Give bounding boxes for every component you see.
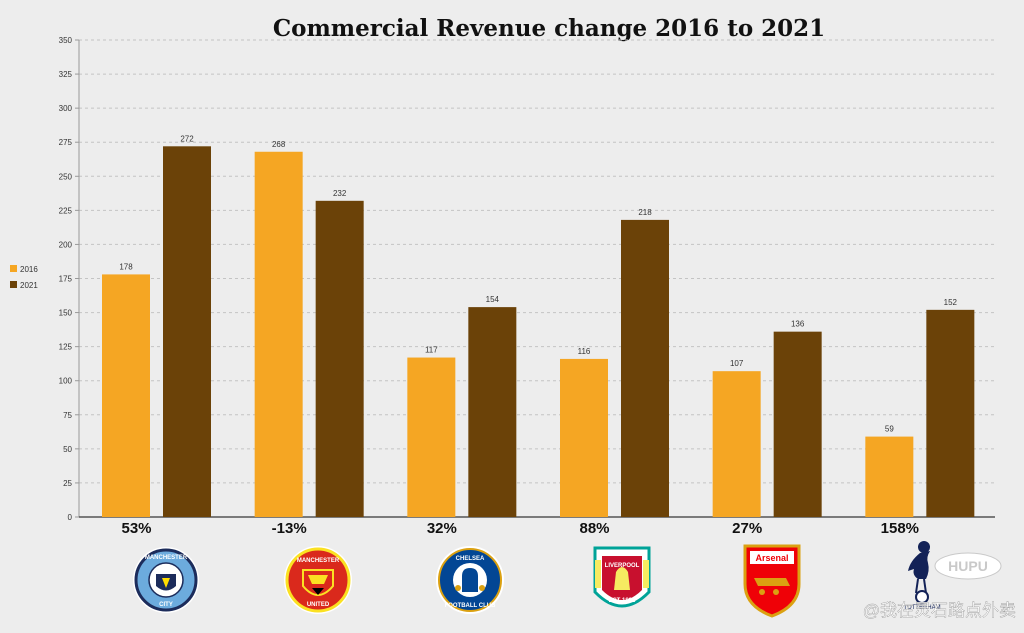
y-tick-label: 250	[59, 172, 73, 181]
y-tick-label: 150	[59, 309, 73, 318]
watermark-text: @我在灵石路点外卖	[863, 601, 1016, 620]
logo-bottom-text: TOTTENHAM	[903, 605, 940, 611]
logo-top-text: MANCHESTER	[297, 558, 340, 564]
grid-lines	[79, 39, 995, 484]
bar-2016	[865, 436, 914, 517]
chart-title: Commercial Revenue change 2016 to 2021	[273, 15, 825, 42]
tottenham-crest-icon: TOTTENHAM	[903, 541, 941, 611]
arsenal-crest-icon: Arsenal	[743, 544, 801, 618]
y-tick-label: 200	[59, 240, 73, 249]
logo-top-text: LIVERPOOL	[605, 563, 640, 569]
y-tick-label: 25	[63, 479, 72, 488]
manchester-city-crest-icon: MANCHESTER CITY	[133, 547, 199, 613]
logo-bottom-text: EST 1892	[609, 598, 636, 604]
y-tick-label: 275	[59, 138, 73, 147]
legend-swatch-2016	[10, 265, 17, 272]
y-tick-label: 50	[63, 445, 72, 454]
bar-2021	[621, 219, 669, 517]
bar-2016	[102, 274, 150, 517]
liverpool-crest-icon: LIVERPOOL EST 1892	[593, 546, 651, 608]
bar-2016	[407, 357, 456, 517]
bar-2021	[773, 331, 822, 517]
legend-label-2021: 2021	[20, 281, 38, 290]
y-tick-label: 300	[59, 104, 73, 113]
value-label: 117	[425, 346, 438, 355]
bar-2016	[254, 151, 303, 518]
y-tick-label: 125	[59, 343, 73, 352]
y-tick-label: 175	[59, 275, 73, 284]
y-tick-label: 350	[59, 36, 73, 45]
value-label: 107	[730, 359, 744, 368]
legend-swatch-2021	[10, 281, 17, 288]
y-tick-label: 100	[59, 377, 73, 386]
percent-change-label: 158%	[881, 520, 919, 537]
y-tick-label: 225	[59, 206, 73, 215]
hupu-badge-icon: HUPU	[934, 552, 1002, 580]
y-tick-label: 325	[59, 70, 73, 79]
logo-bottom-text: CITY	[159, 602, 173, 608]
value-label: 178	[119, 262, 133, 271]
percent-change-labels: 53% -13% 32% 88% 27% 158%	[121, 520, 919, 537]
logo-bottom-text: UNITED	[307, 602, 330, 608]
value-label: 268	[272, 140, 286, 149]
chelsea-crest-icon: CHELSEA FOOTBALL CLUB	[436, 546, 504, 614]
value-label: 152	[944, 298, 958, 307]
percent-change-label: 53%	[121, 520, 151, 537]
y-tick-label: 75	[63, 411, 72, 420]
percent-change-label: -13%	[272, 520, 307, 537]
logo-top-text: MANCHESTER	[145, 555, 188, 561]
percent-change-label: 32%	[427, 520, 457, 537]
bar-2021	[163, 146, 211, 517]
bar-2016	[712, 371, 761, 517]
axes	[78, 40, 995, 518]
bars	[102, 146, 975, 518]
value-label: 59	[885, 425, 894, 434]
value-label: 154	[486, 295, 500, 304]
hupu-badge-text: HUPU	[948, 558, 988, 574]
logo-bottom-text: FOOTBALL CLUB	[445, 603, 497, 609]
bar-2016	[560, 358, 608, 517]
logo-top-text: Arsenal	[755, 553, 788, 563]
percent-change-label: 88%	[579, 520, 609, 537]
bar-2021	[468, 307, 517, 517]
value-label: 232	[333, 189, 347, 198]
value-label: 272	[180, 134, 194, 143]
legend-label-2016: 2016	[20, 265, 38, 274]
legend: 2016 2021	[10, 265, 38, 290]
y-axis-ticks: 0 25 50 75 100 125 150 175 200 225 250 275 300 325 350	[59, 36, 79, 522]
value-label: 218	[638, 208, 652, 217]
manchester-united-crest-icon: MANCHESTER UNITED	[284, 546, 352, 614]
value-label: 136	[791, 320, 805, 329]
bar-2021	[315, 200, 364, 517]
percent-change-label: 27%	[732, 520, 762, 537]
y-tick-label: 0	[68, 513, 73, 522]
value-label: 116	[578, 347, 591, 356]
logo-top-text: CHELSEA	[456, 556, 485, 562]
bar-2021	[926, 309, 975, 517]
value-labels: 178 272 268 232 117 154 116 218 107 136 59 152	[119, 134, 957, 433]
